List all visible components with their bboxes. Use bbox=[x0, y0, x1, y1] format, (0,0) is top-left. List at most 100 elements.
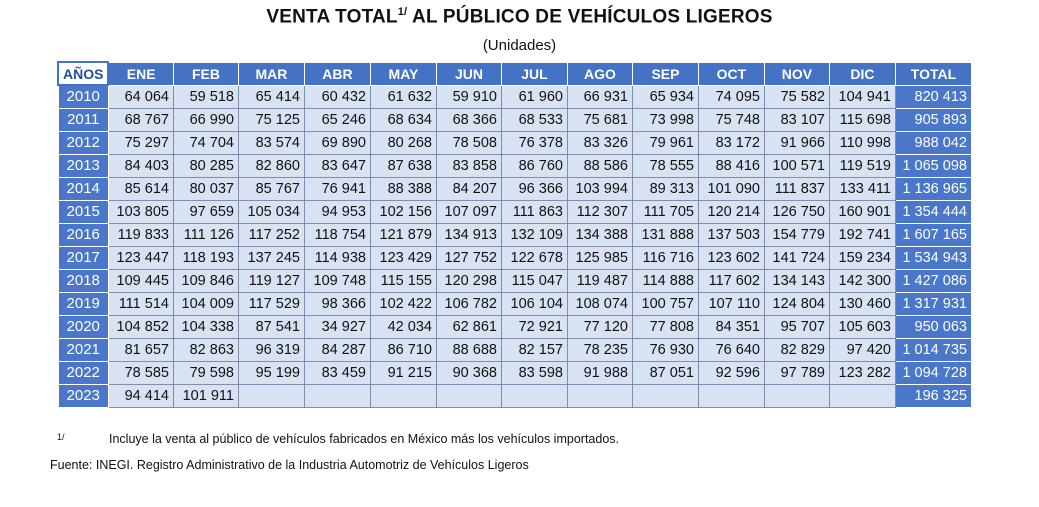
month-value-cell: 100 757 bbox=[631, 291, 699, 316]
month-value-cell: 78 585 bbox=[107, 360, 174, 385]
year-cell: 2014 bbox=[57, 176, 109, 201]
month-value-cell: 91 988 bbox=[566, 360, 633, 385]
total-cell: 1 136 965 bbox=[894, 176, 972, 201]
month-value-cell: 87 638 bbox=[369, 153, 437, 178]
month-value-cell: 91 215 bbox=[369, 360, 437, 385]
month-value-cell: 98 366 bbox=[303, 291, 371, 316]
month-value-cell: 111 514 bbox=[107, 291, 174, 316]
year-cell: 2023 bbox=[57, 383, 109, 408]
month-value-cell: 65 934 bbox=[631, 84, 699, 109]
month-value-cell: 137 245 bbox=[237, 245, 305, 270]
column-header: SEP bbox=[631, 61, 699, 86]
month-value-cell: 82 157 bbox=[500, 337, 568, 362]
month-value-cell: 103 805 bbox=[107, 199, 174, 224]
month-value-cell: 86 710 bbox=[369, 337, 437, 362]
month-value-cell: 74 095 bbox=[697, 84, 765, 109]
month-value-cell: 65 414 bbox=[237, 84, 305, 109]
month-value-cell: 123 282 bbox=[828, 360, 896, 385]
month-value-cell: 78 508 bbox=[435, 130, 502, 155]
month-value-cell: 94 953 bbox=[303, 199, 371, 224]
column-header: TOTAL bbox=[894, 61, 972, 86]
month-value-cell: 137 503 bbox=[697, 222, 765, 247]
month-value-cell: 96 366 bbox=[500, 176, 568, 201]
year-cell: 2018 bbox=[57, 268, 109, 293]
month-value-cell bbox=[697, 383, 765, 408]
month-value-cell: 42 034 bbox=[369, 314, 437, 339]
total-cell: 1 065 098 bbox=[894, 153, 972, 178]
month-value-cell: 105 034 bbox=[237, 199, 305, 224]
month-value-cell: 132 109 bbox=[500, 222, 568, 247]
month-value-cell bbox=[369, 383, 437, 408]
month-value-cell: 115 155 bbox=[369, 268, 437, 293]
table-row: 2012 75 297 74 704 83 574 69 890 80 268 78 508… bbox=[57, 130, 972, 155]
month-value-cell: 76 941 bbox=[303, 176, 371, 201]
month-value-cell: 87 541 bbox=[237, 314, 305, 339]
month-value-cell: 60 432 bbox=[303, 84, 371, 109]
month-value-cell: 84 403 bbox=[107, 153, 174, 178]
month-value-cell: 61 960 bbox=[500, 84, 568, 109]
month-value-cell: 115 047 bbox=[500, 268, 568, 293]
month-value-cell: 97 420 bbox=[828, 337, 896, 362]
column-header: JUL bbox=[500, 61, 568, 86]
month-value-cell: 83 326 bbox=[566, 130, 633, 155]
month-value-cell: 89 313 bbox=[631, 176, 699, 201]
month-value-cell: 95 199 bbox=[237, 360, 305, 385]
total-cell: 196 325 bbox=[894, 383, 972, 408]
month-value-cell: 106 782 bbox=[435, 291, 502, 316]
month-value-cell: 83 172 bbox=[697, 130, 765, 155]
month-value-cell: 88 388 bbox=[369, 176, 437, 201]
month-value-cell: 75 681 bbox=[566, 107, 633, 132]
month-value-cell: 106 104 bbox=[500, 291, 568, 316]
year-cell: 2012 bbox=[57, 130, 109, 155]
column-header: AÑOS bbox=[56, 61, 110, 86]
source-note: Fuente: INEGI. Registro Administrativo d… bbox=[50, 458, 529, 472]
table-row: 2011 68 767 66 990 75 125 65 246 68 634 68 366… bbox=[57, 107, 972, 132]
month-value-cell: 127 752 bbox=[435, 245, 502, 270]
month-value-cell: 104 941 bbox=[828, 84, 896, 109]
month-value-cell: 76 640 bbox=[697, 337, 765, 362]
table-row: 2015 103 805 97 659 105 034 94 953 102 156 107… bbox=[57, 199, 972, 224]
month-value-cell: 120 298 bbox=[435, 268, 502, 293]
month-value-cell: 119 127 bbox=[237, 268, 305, 293]
month-value-cell: 72 921 bbox=[500, 314, 568, 339]
month-value-cell: 92 596 bbox=[697, 360, 765, 385]
month-value-cell: 159 234 bbox=[828, 245, 896, 270]
month-value-cell: 112 307 bbox=[566, 199, 633, 224]
month-value-cell: 96 319 bbox=[237, 337, 305, 362]
month-value-cell: 123 602 bbox=[697, 245, 765, 270]
month-value-cell: 120 214 bbox=[697, 199, 765, 224]
month-value-cell: 80 037 bbox=[172, 176, 239, 201]
month-value-cell: 116 716 bbox=[631, 245, 699, 270]
month-value-cell: 160 901 bbox=[828, 199, 896, 224]
month-value-cell: 62 861 bbox=[435, 314, 502, 339]
table-row: 2023 94 414 101 911 196 325 bbox=[57, 383, 972, 408]
month-value-cell: 68 366 bbox=[435, 107, 502, 132]
table-header-row: AÑOS ENE FEB MAR ABR MAY JUN JUL AGO SEP… bbox=[56, 61, 972, 86]
total-cell: 1 354 444 bbox=[894, 199, 972, 224]
month-value-cell: 101 090 bbox=[697, 176, 765, 201]
month-value-cell: 61 632 bbox=[369, 84, 437, 109]
month-value-cell: 80 268 bbox=[369, 130, 437, 155]
month-value-cell: 117 529 bbox=[237, 291, 305, 316]
table-row: 2014 85 614 80 037 85 767 76 941 88 388 84 207… bbox=[57, 176, 972, 201]
table-row: 2017 123 447 118 193 137 245 114 938 123 429 1… bbox=[57, 245, 972, 270]
month-value-cell: 59 910 bbox=[435, 84, 502, 109]
month-value-cell: 109 748 bbox=[303, 268, 371, 293]
table-row: 2021 81 657 82 863 96 319 84 287 86 710 88 688… bbox=[57, 337, 972, 362]
month-value-cell: 64 064 bbox=[107, 84, 174, 109]
table-row: 2022 78 585 79 598 95 199 83 459 91 215 90 368… bbox=[57, 360, 972, 385]
month-value-cell: 133 411 bbox=[828, 176, 896, 201]
month-value-cell: 141 724 bbox=[763, 245, 830, 270]
year-cell: 2020 bbox=[57, 314, 109, 339]
month-value-cell: 66 931 bbox=[566, 84, 633, 109]
month-value-cell: 83 574 bbox=[237, 130, 305, 155]
column-header: NOV bbox=[763, 61, 830, 86]
total-cell: 950 063 bbox=[894, 314, 972, 339]
month-value-cell: 154 779 bbox=[763, 222, 830, 247]
table-row: 2019 111 514 104 009 117 529 98 366 102 422 10… bbox=[57, 291, 972, 316]
month-value-cell: 83 107 bbox=[763, 107, 830, 132]
month-value-cell: 130 460 bbox=[828, 291, 896, 316]
title-footnote-marker: 1/ bbox=[397, 6, 408, 18]
month-value-cell: 68 767 bbox=[107, 107, 174, 132]
month-value-cell: 75 748 bbox=[697, 107, 765, 132]
